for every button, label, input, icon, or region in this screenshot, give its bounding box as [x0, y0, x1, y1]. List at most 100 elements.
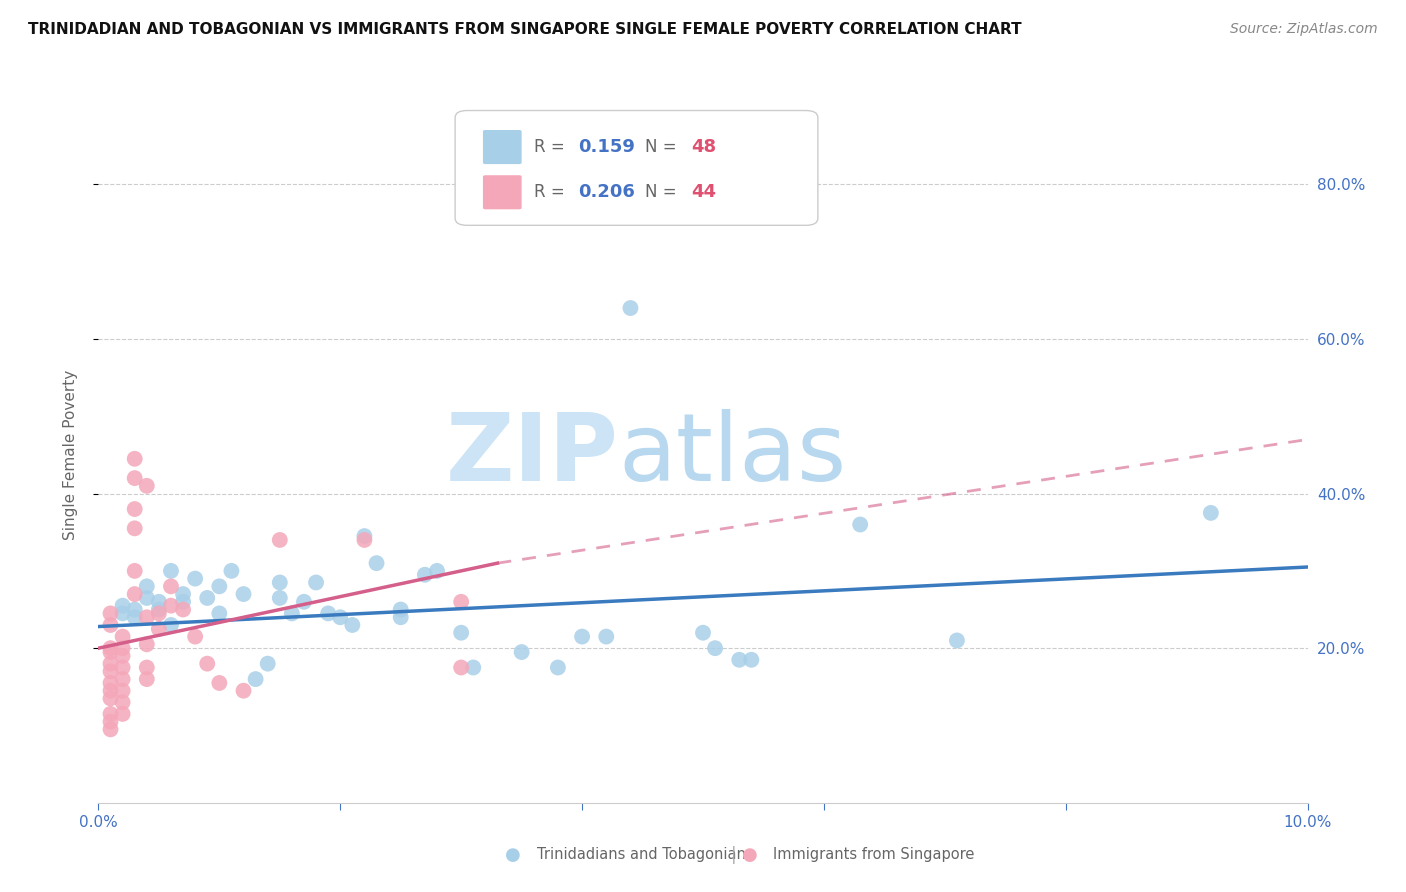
Point [1199, 506, 1222, 520]
FancyBboxPatch shape [482, 130, 522, 164]
Point [269, 533, 291, 547]
Point [195, 591, 218, 605]
Point [366, 556, 388, 570]
Point [100, 657, 122, 671]
Point [148, 622, 170, 636]
Y-axis label: Single Female Poverty: Single Female Poverty [63, 370, 77, 540]
Point [172, 602, 194, 616]
Point [450, 595, 472, 609]
Point [111, 648, 134, 663]
Point [160, 599, 183, 613]
Point [184, 572, 207, 586]
Point [305, 575, 328, 590]
Point [571, 630, 593, 644]
Point [256, 657, 278, 671]
Point [195, 657, 218, 671]
Point [135, 591, 157, 605]
Text: 48: 48 [690, 137, 716, 156]
Point [135, 660, 157, 674]
Point [100, 723, 122, 737]
Point [111, 660, 134, 674]
Point [124, 610, 146, 624]
Text: 44: 44 [690, 183, 716, 201]
Point [329, 610, 352, 624]
Point [245, 672, 267, 686]
Point [450, 660, 472, 674]
Point [100, 607, 122, 621]
Point [135, 610, 157, 624]
Point [292, 595, 315, 609]
Point [148, 607, 170, 621]
Point [389, 610, 412, 624]
Text: Immigrants from Singapore: Immigrants from Singapore [773, 847, 974, 862]
Point [728, 653, 751, 667]
Point [547, 660, 569, 674]
Point [111, 630, 134, 644]
Point [413, 567, 436, 582]
Point [232, 587, 254, 601]
Point [619, 301, 641, 315]
Point [111, 599, 134, 613]
Point [172, 587, 194, 601]
Point [135, 579, 157, 593]
Point [184, 630, 207, 644]
Point [946, 633, 969, 648]
Point [100, 676, 122, 690]
Point [595, 630, 617, 644]
Point [342, 618, 364, 632]
Text: Trinidadians and Tobagonians: Trinidadians and Tobagonians [537, 847, 754, 862]
Point [111, 695, 134, 709]
Text: ●: ● [505, 846, 522, 863]
Point [269, 575, 291, 590]
Point [100, 641, 122, 656]
Point [124, 502, 146, 516]
Point [704, 641, 727, 656]
Point [450, 625, 472, 640]
Point [100, 645, 122, 659]
Point [111, 672, 134, 686]
Point [124, 521, 146, 535]
Text: R =: R = [534, 183, 569, 201]
Text: ●: ● [741, 846, 758, 863]
Point [100, 691, 122, 706]
Point [389, 602, 412, 616]
Point [208, 579, 231, 593]
Point [111, 641, 134, 656]
Point [353, 533, 375, 547]
Point [281, 607, 304, 621]
Point [100, 618, 122, 632]
Point [208, 607, 231, 621]
Text: Source: ZipAtlas.com: Source: ZipAtlas.com [1230, 22, 1378, 37]
Point [124, 451, 146, 466]
Point [148, 595, 170, 609]
Point [426, 564, 449, 578]
Text: R =: R = [534, 137, 569, 156]
Point [111, 683, 134, 698]
FancyBboxPatch shape [456, 111, 818, 226]
Point [849, 517, 872, 532]
Point [100, 714, 122, 729]
Point [221, 564, 243, 578]
Point [111, 607, 134, 621]
Text: 0.206: 0.206 [578, 183, 636, 201]
Text: |: | [731, 846, 737, 863]
Text: atlas: atlas [619, 409, 846, 501]
Point [740, 653, 762, 667]
Text: ZIP: ZIP [446, 409, 619, 501]
FancyBboxPatch shape [482, 175, 522, 210]
Point [124, 602, 146, 616]
Point [100, 683, 122, 698]
Point [135, 479, 157, 493]
Text: TRINIDADIAN AND TOBAGONIAN VS IMMIGRANTS FROM SINGAPORE SINGLE FEMALE POVERTY CO: TRINIDADIAN AND TOBAGONIAN VS IMMIGRANTS… [28, 22, 1022, 37]
Point [124, 471, 146, 485]
Text: N =: N = [645, 137, 682, 156]
Text: N =: N = [645, 183, 682, 201]
Point [208, 676, 231, 690]
Point [172, 595, 194, 609]
Point [100, 706, 122, 721]
Point [160, 564, 183, 578]
Point [160, 579, 183, 593]
Point [148, 602, 170, 616]
Point [111, 706, 134, 721]
Point [510, 645, 533, 659]
